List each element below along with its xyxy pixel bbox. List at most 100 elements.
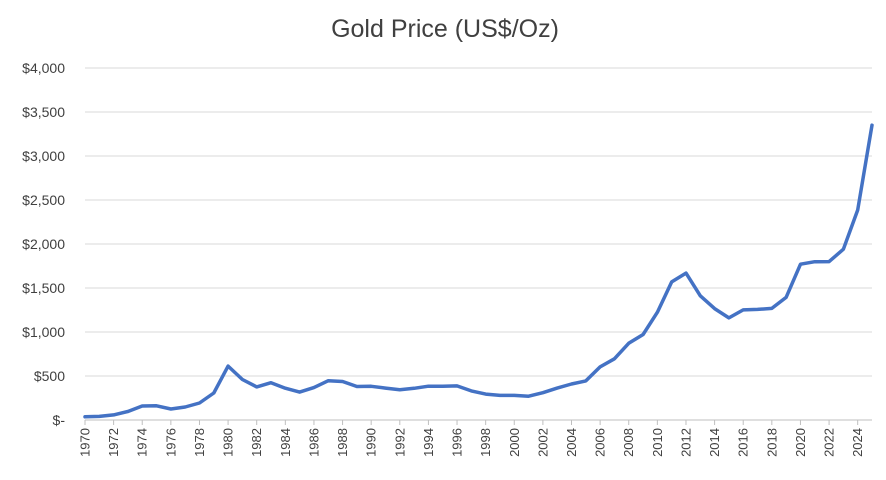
data-point — [227, 365, 230, 368]
data-point — [871, 124, 874, 127]
x-tick-label: 1974 — [135, 428, 150, 457]
data-point — [184, 406, 187, 409]
x-tick-label: 2008 — [621, 428, 636, 457]
data-point — [441, 385, 444, 388]
data-point — [141, 405, 144, 408]
data-point — [713, 307, 716, 310]
x-tick-label: 2002 — [535, 428, 550, 457]
x-tick-label: 2022 — [822, 428, 837, 457]
series-line — [83, 123, 874, 419]
data-point — [642, 333, 645, 336]
data-point — [613, 357, 616, 360]
data-point — [842, 248, 845, 251]
data-point — [126, 410, 129, 413]
x-tick-label: 2004 — [564, 428, 579, 457]
data-point — [84, 415, 87, 418]
y-tick-label: $3,500 — [22, 104, 65, 120]
data-point — [456, 384, 459, 387]
data-point — [828, 260, 831, 263]
data-point — [541, 391, 544, 394]
x-tick-label: 1982 — [249, 428, 264, 457]
data-point — [770, 307, 773, 310]
data-point — [312, 386, 315, 389]
x-tick-label: 2012 — [678, 428, 693, 457]
data-point — [427, 385, 430, 388]
data-point — [241, 378, 244, 381]
x-tick-label: 1992 — [392, 428, 407, 457]
x-tick-label: 2020 — [793, 428, 808, 457]
data-point — [799, 263, 802, 266]
x-tick-label: 1976 — [163, 428, 178, 457]
x-tick-label: 2014 — [707, 428, 722, 457]
y-tick-label: $1,000 — [22, 324, 65, 340]
x-tick-label: 2010 — [650, 428, 665, 457]
data-point — [370, 385, 373, 388]
x-tick-label: 1972 — [106, 428, 121, 457]
data-point — [284, 387, 287, 390]
data-point — [627, 342, 630, 345]
data-point — [198, 402, 201, 405]
data-point — [785, 296, 788, 299]
x-tick-label: 1978 — [192, 428, 207, 457]
data-point — [355, 385, 358, 388]
x-tick-label: 2006 — [593, 428, 608, 457]
x-tick-label: 1998 — [478, 428, 493, 457]
x-tick-label: 1994 — [421, 428, 436, 457]
data-point — [112, 413, 115, 416]
x-tick-label: 1986 — [306, 428, 321, 457]
y-axis-tick-labels: $- $500 $1,000 $1,500 $2,000 $2,500 $3,000 $3,5… — [22, 60, 65, 428]
x-tick-label: 1988 — [335, 428, 350, 457]
data-point — [556, 387, 559, 390]
y-tick-label: $- — [53, 412, 66, 428]
y-tick-label: $3,000 — [22, 148, 65, 164]
chart-title: Gold Price (US$/Oz) — [331, 15, 559, 43]
data-point — [670, 280, 673, 283]
y-tick-label: $1,500 — [22, 280, 65, 296]
y-tick-label: $2,000 — [22, 236, 65, 252]
data-point — [327, 379, 330, 382]
data-point — [255, 385, 258, 388]
data-point — [742, 308, 745, 311]
data-point — [813, 260, 816, 263]
data-point — [656, 311, 659, 314]
data-point — [699, 294, 702, 297]
data-point — [98, 415, 101, 418]
data-point — [212, 392, 215, 395]
data-point — [599, 365, 602, 368]
data-point — [727, 316, 730, 319]
x-axis-tick-labels: 1970 1972 1974 1976 1978 1980 1982 1984 1986 1988… — [78, 420, 865, 457]
data-point — [756, 308, 759, 311]
y-tick-label: $500 — [34, 368, 65, 384]
data-point — [398, 388, 401, 391]
data-point — [298, 391, 301, 394]
data-point — [499, 394, 502, 397]
data-point — [341, 380, 344, 383]
data-point — [685, 272, 688, 275]
data-point — [270, 381, 273, 384]
data-point — [470, 389, 473, 392]
x-tick-label: 2016 — [736, 428, 751, 457]
data-point — [527, 395, 530, 398]
series-layer — [83, 123, 874, 419]
data-point — [513, 394, 516, 397]
x-tick-label: 2018 — [764, 428, 779, 457]
data-point — [169, 408, 172, 411]
data-point — [570, 383, 573, 386]
y-tick-label: $2,500 — [22, 192, 65, 208]
data-point — [484, 393, 487, 396]
x-tick-label: 1996 — [450, 428, 465, 457]
y-tick-label: $4,000 — [22, 60, 65, 76]
data-point — [413, 387, 416, 390]
data-point — [155, 404, 158, 407]
grid-lines — [85, 67, 872, 421]
data-point — [384, 387, 387, 390]
x-tick-label: 2024 — [850, 428, 865, 457]
x-tick-label: 1990 — [364, 428, 379, 457]
x-tick-label: 1980 — [221, 428, 236, 457]
x-tick-label: 1984 — [278, 428, 293, 457]
x-tick-label: 2000 — [507, 428, 522, 457]
x-tick-label: 1970 — [78, 428, 93, 457]
data-point — [856, 209, 859, 212]
data-point — [584, 379, 587, 382]
